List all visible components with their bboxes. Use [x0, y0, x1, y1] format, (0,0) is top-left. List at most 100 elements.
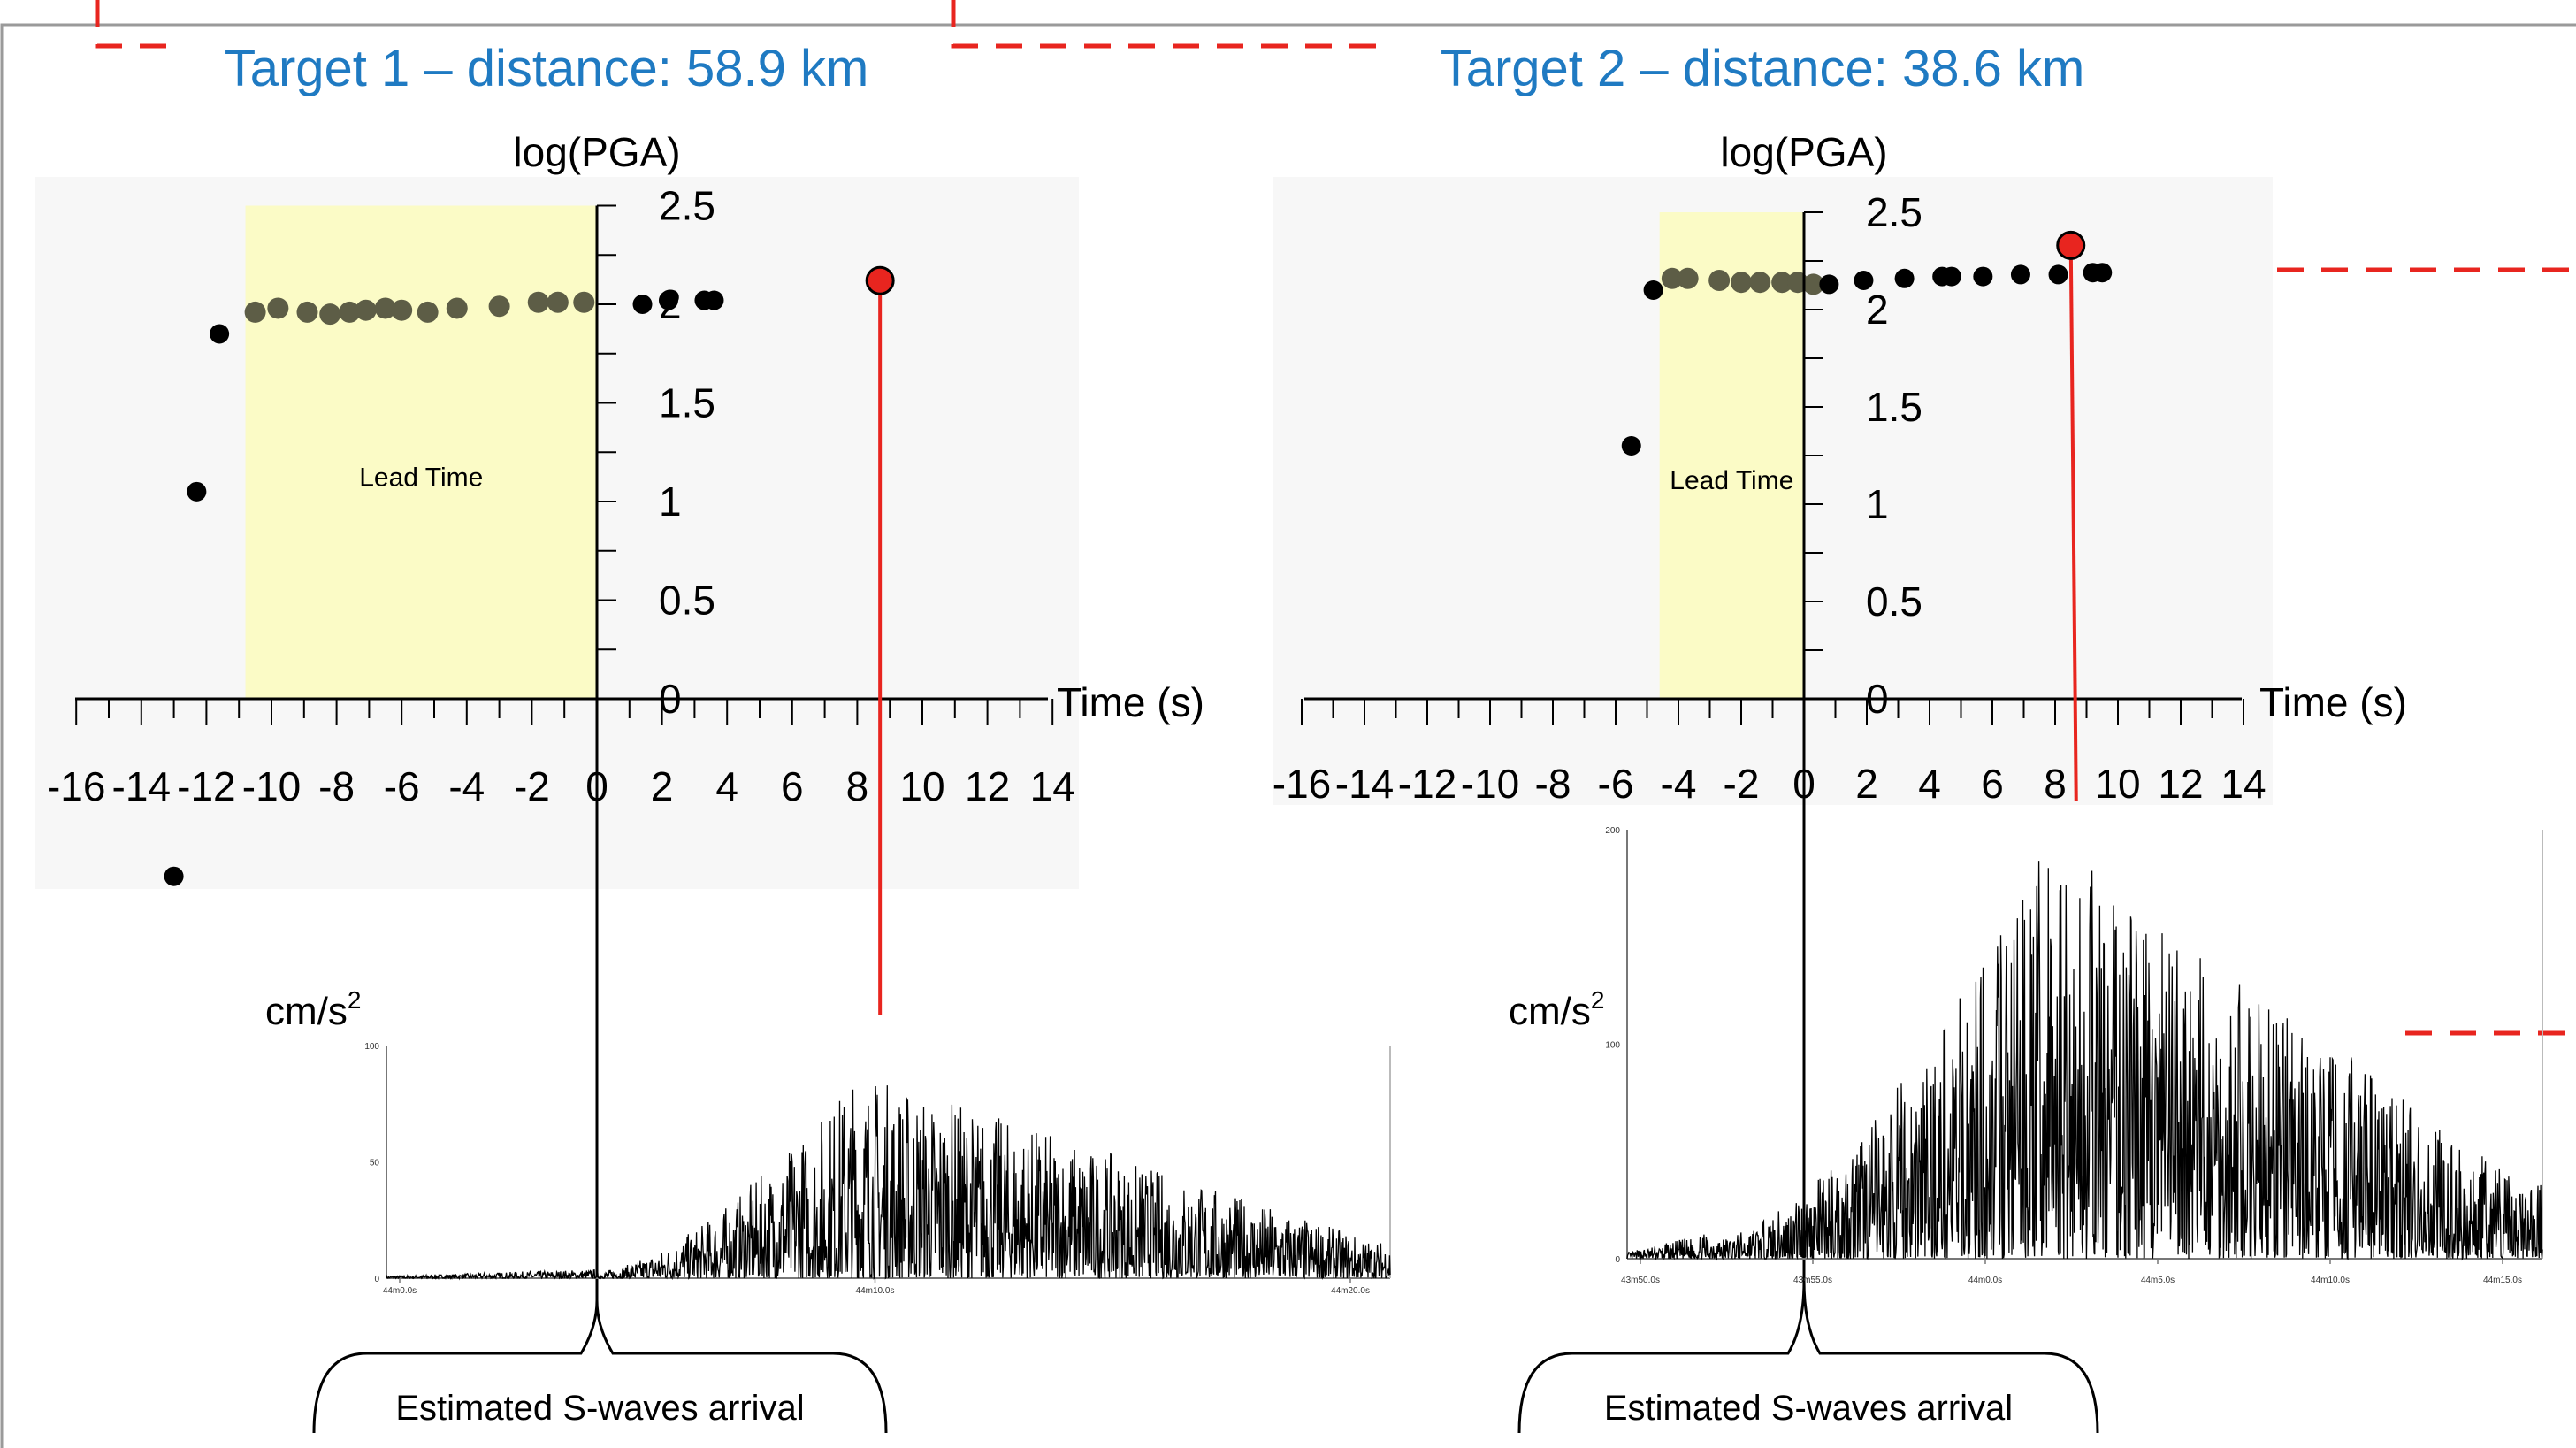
- x-tick-label: 2: [651, 763, 674, 809]
- y-axis-label: log(PGA): [1720, 129, 1887, 175]
- data-point: [187, 481, 207, 502]
- panel-target-2: Lead Time Target 2 – distance: 38.6 km l…: [1273, 40, 2543, 1434]
- x-tick-label: -6: [384, 763, 420, 809]
- data-point-olive: [1731, 272, 1752, 294]
- waveform-panel: 100 50 0 44m0.0s 44m10.0s 44m20.0s: [364, 1042, 1391, 1296]
- data-point: [1819, 274, 1839, 295]
- data-point-olive: [1771, 272, 1793, 294]
- data-point-olive: [573, 291, 595, 313]
- data-point-olive: [488, 295, 510, 318]
- x-tick-label: -14: [1335, 761, 1394, 807]
- data-point-olive: [527, 291, 549, 313]
- x-tick-label: 6: [1981, 761, 2004, 807]
- lead-time-region: [1659, 212, 1804, 699]
- x-tick-label: 10: [899, 763, 944, 809]
- decorative-dashes: [95, 0, 2576, 1036]
- data-point-olive: [1802, 273, 1824, 295]
- x-tick-label: 4: [1918, 761, 1941, 807]
- lead-time-region: [245, 205, 597, 699]
- data-point-olive: [296, 301, 318, 323]
- waveform-x-tick-label: 44m15.0s: [2483, 1276, 2522, 1285]
- x-tick-label: 8: [2044, 761, 2067, 807]
- y-tick-label: 2.5: [659, 183, 715, 229]
- data-point: [1643, 280, 1663, 300]
- y-tick-label: 2.5: [1866, 189, 1922, 235]
- data-point-olive: [355, 299, 377, 321]
- data-point: [1973, 266, 1993, 287]
- data-point-olive: [1749, 272, 1771, 294]
- data-point: [1854, 271, 1874, 290]
- waveform-x-tick-label: 44m5.0s: [2141, 1276, 2175, 1285]
- waveform-unit-label: cm/s2: [1509, 986, 1604, 1033]
- x-tick-label: 12: [965, 763, 1010, 809]
- waveform-x-tick-label: 44m10.0s: [856, 1286, 895, 1296]
- data-point-olive: [1708, 270, 1731, 291]
- lead-time-label: Lead Time: [1670, 466, 1793, 495]
- x-tick-label: 14: [2221, 761, 2266, 807]
- waveform-x-tick-label: 44m0.0s: [383, 1286, 417, 1296]
- waveform-x-tick-label: 44m10.0s: [2311, 1276, 2350, 1285]
- x-tick-label: 12: [2158, 761, 2203, 807]
- data-point: [1894, 268, 1915, 288]
- data-point: [1941, 266, 1961, 287]
- waveform-x-tick-label: 43m55.0s: [1793, 1276, 1832, 1285]
- data-point-olive: [1661, 267, 1683, 289]
- waveform-x-tick-label: 43m50.0s: [1621, 1276, 1660, 1285]
- x-tick-label: -8: [318, 763, 355, 809]
- y-tick-label: 1.5: [1866, 384, 1922, 430]
- lead-time-label: Lead Time: [359, 464, 483, 493]
- x-tick-label: -8: [1535, 761, 1571, 807]
- data-point-olive: [446, 297, 468, 319]
- x-tick-label: 8: [846, 763, 869, 809]
- dash-top-middle: [951, 0, 1393, 49]
- x-tick-label: -10: [242, 763, 301, 809]
- x-tick-label: -2: [1724, 761, 1760, 807]
- x-tick-label: -14: [112, 763, 171, 809]
- bracket-label: Estimated S-waves arrival: [1604, 1389, 2013, 1428]
- seismogram-trace: [1626, 861, 2543, 1261]
- s-arrival-bracket: [1517, 1280, 2099, 1434]
- x-tick-label: 2: [1855, 761, 1878, 807]
- x-tick-label: -16: [1273, 761, 1331, 807]
- peak-marker-line: [2068, 245, 2078, 801]
- x-tick-label: -4: [1661, 761, 1697, 807]
- data-point: [164, 866, 184, 886]
- bracket-label: Estimated S-waves arrival: [395, 1389, 804, 1428]
- data-point-olive: [319, 303, 341, 326]
- chart-title: Target 2 – distance: 38.6 km: [1441, 40, 2085, 97]
- waveform-y-tick-label: 100: [1605, 1041, 1620, 1051]
- y-tick-label: 1: [659, 479, 682, 525]
- waveform-y-tick-label: 50: [370, 1159, 380, 1168]
- panel-target-1: Lead Time Target 1 – distance: 58.9 km l…: [35, 40, 1391, 1434]
- data-point: [2010, 264, 2030, 285]
- waveform-y-tick-label: 0: [374, 1275, 379, 1284]
- x-tick-label: 10: [2095, 761, 2140, 807]
- data-point: [210, 324, 230, 344]
- data-point-olive: [339, 301, 361, 323]
- x-tick-label: -12: [177, 763, 235, 809]
- x-tick-label: -16: [47, 763, 105, 809]
- dash-top-left: [95, 0, 181, 49]
- peak-marker-point: [2056, 230, 2086, 260]
- data-point: [2048, 264, 2068, 285]
- y-tick-label: 0.5: [1866, 578, 1922, 624]
- x-tick-label: -4: [448, 763, 485, 809]
- y-tick-label: 0.5: [659, 578, 715, 624]
- x-tick-label: -12: [1398, 761, 1456, 807]
- data-point-olive: [391, 299, 413, 321]
- y-tick-label: 0: [659, 676, 682, 722]
- data-point: [1621, 436, 1641, 456]
- x-tick-label: 6: [781, 763, 804, 809]
- x-tick-label: -6: [1598, 761, 1634, 807]
- data-point: [632, 295, 653, 314]
- waveform-y-tick-label: 0: [1615, 1255, 1620, 1265]
- waveform-y-tick-label: 100: [364, 1042, 379, 1052]
- data-point-olive: [417, 301, 439, 323]
- waveform-panel: 200 100 0 43m50.0s 43m55.0s 44m0.0s 44m5.0s 44m…: [1605, 826, 2543, 1285]
- x-tick-label: 4: [715, 763, 738, 809]
- slide-frame: [0, 23, 2576, 1448]
- y-axis-label: log(PGA): [513, 129, 680, 175]
- x-tick-label: -2: [514, 763, 550, 809]
- x-axis-label: Time (s): [1057, 679, 1204, 725]
